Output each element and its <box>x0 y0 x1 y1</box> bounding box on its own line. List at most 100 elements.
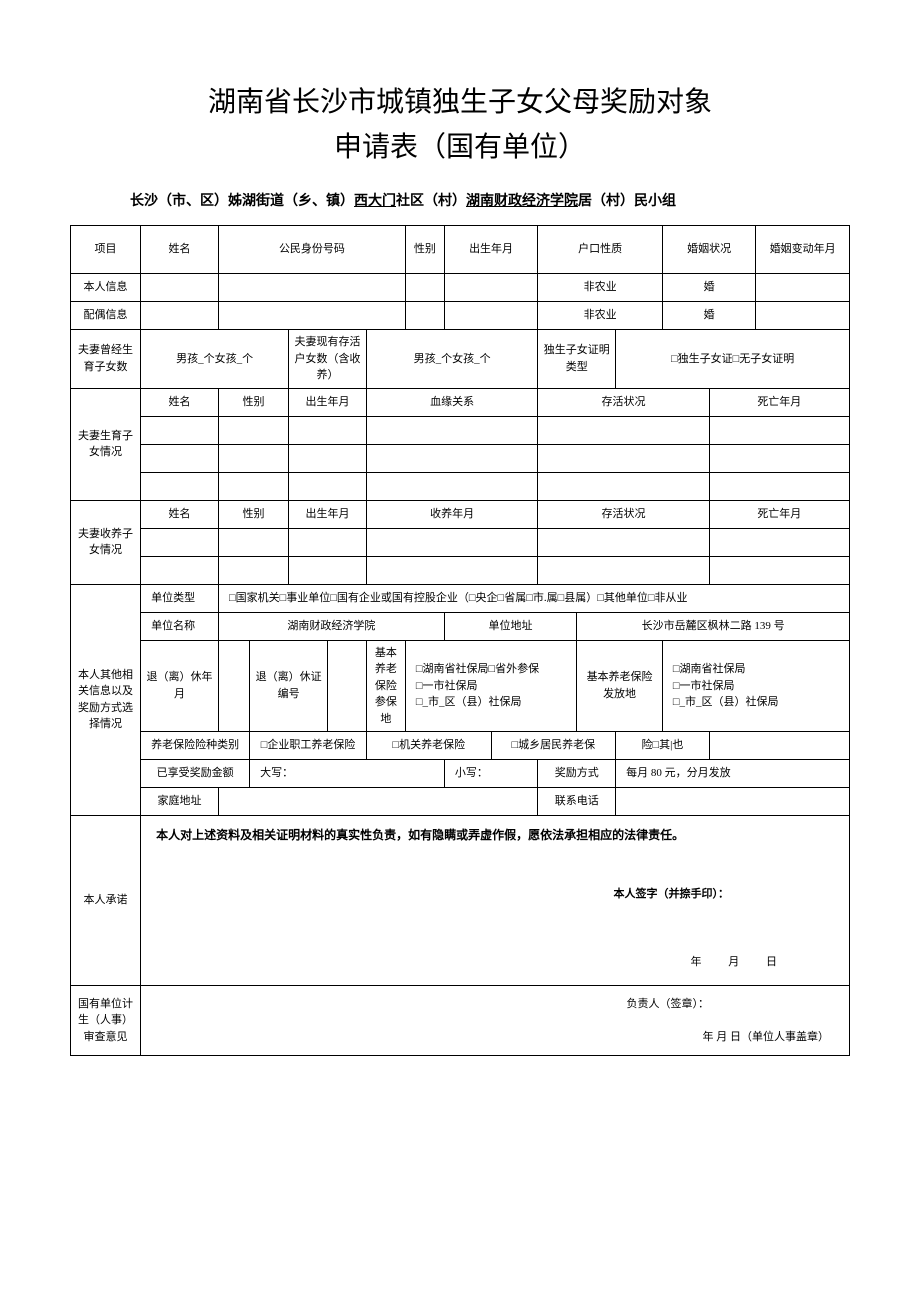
pay-loc-opts[interactable]: □湖南省社保局 □一市社保局 □_市_区（县）社保局 <box>662 640 849 732</box>
child-row[interactable] <box>366 444 537 472</box>
unit-type-opts[interactable]: □国家机关□事业单位□国有企业或国有控股企业（□央企□省属□市.属□县属）□其他… <box>218 584 849 612</box>
adopt-row[interactable] <box>366 528 537 556</box>
form-table: 项目 姓名 公民身份号码 性别 出生年月 户口性质 婚姻状况 婚姻变动年月 本人… <box>70 225 850 1056</box>
child-row[interactable] <box>141 416 219 444</box>
subhead-p2: 社区（村） <box>396 194 466 209</box>
title-line1: 湖南省长沙市城镇独生子女父母奖励对象 <box>70 80 850 120</box>
ch-gender: 性别 <box>218 388 288 416</box>
subhead-p1: 长沙（市、区）姊湖街道（乡、镇） <box>130 194 354 209</box>
unit-addr: 长沙市岳麓区枫林二路 139 号 <box>577 612 850 640</box>
ad-birth: 出生年月 <box>289 500 367 528</box>
home-addr[interactable] <box>218 788 537 816</box>
self-hukou: 非农业 <box>538 274 663 302</box>
review-sign: 负责人（签章）： <box>627 996 710 1013</box>
spouse-name[interactable] <box>141 302 219 330</box>
adopt-row[interactable] <box>366 556 537 584</box>
child-row[interactable] <box>538 416 709 444</box>
adopt-row[interactable] <box>709 528 849 556</box>
phone[interactable] <box>616 788 850 816</box>
adopt-row[interactable] <box>289 528 367 556</box>
retire-no[interactable] <box>328 640 367 732</box>
unit-type-label: 单位类型 <box>141 584 219 612</box>
spouse-birth[interactable] <box>444 302 537 330</box>
promise-sign: 本人签字（并捺手印）： <box>614 886 730 903</box>
child-row[interactable] <box>709 472 849 500</box>
child-row[interactable] <box>218 472 288 500</box>
retire-date[interactable] <box>218 640 249 732</box>
h-gender: 性别 <box>405 226 444 274</box>
child-row[interactable] <box>289 472 367 500</box>
bonus-label: 已享受奖励金额 <box>141 760 250 788</box>
unit-name: 湖南财政经济学院 <box>218 612 444 640</box>
h-marital-change: 婚姻变动年月 <box>756 226 850 274</box>
review-label: 国有单位计生（人事）审查意见 <box>71 986 141 1056</box>
births-cert-opts[interactable]: □独生子女证□无子女证明 <box>616 330 850 389</box>
ch-birth: 出生年月 <box>289 388 367 416</box>
review-date: 年 月 日（单位人事盖章） <box>703 1029 830 1046</box>
adopt-row[interactable] <box>709 556 849 584</box>
ad-death: 死亡年月 <box>709 500 849 528</box>
pay-loc-label: 基本养老保险发放地 <box>577 640 663 732</box>
home-addr-label: 家庭地址 <box>141 788 219 816</box>
child-row[interactable] <box>538 444 709 472</box>
births-label: 夫妻曾经生育子女数 <box>71 330 141 389</box>
child-row[interactable] <box>709 444 849 472</box>
adopt-row[interactable] <box>289 556 367 584</box>
h-birth: 出生年月 <box>444 226 537 274</box>
child-row[interactable] <box>141 444 219 472</box>
subhead: 长沙（市、区）姊湖街道（乡、镇）西大门社区（村）湖南财政经济学院居（村）民小组 <box>130 190 850 210</box>
bonus-method: 每月 80 元，分月发放 <box>616 760 850 788</box>
adopt-row[interactable] <box>218 528 288 556</box>
subhead-u2: 湖南财政经济学院 <box>466 194 578 209</box>
child-row[interactable] <box>366 472 537 500</box>
h-marital: 婚姻状况 <box>662 226 755 274</box>
bonus-upper[interactable]: 大写： <box>250 760 445 788</box>
adopt-row[interactable] <box>538 556 709 584</box>
child-row[interactable] <box>538 472 709 500</box>
bonus-lower[interactable]: 小写： <box>444 760 537 788</box>
self-birth[interactable] <box>444 274 537 302</box>
adopt-row[interactable] <box>141 528 219 556</box>
child-row[interactable] <box>141 472 219 500</box>
births-cert-label: 独生子女证明类型 <box>538 330 616 389</box>
self-name[interactable] <box>141 274 219 302</box>
retire-no-label: 退（离）休证编号 <box>250 640 328 732</box>
births-alive-count: 男孩_个女孩_个 <box>366 330 537 389</box>
insure-loc-label: 基本养老保险参保地 <box>366 640 405 732</box>
self-id[interactable] <box>218 274 405 302</box>
ins-opt4[interactable]: 险□其|也 <box>616 732 709 760</box>
insure-loc-opts[interactable]: □湖南省社保局□省外参保 □一市社保局 □_市_区（县）社保局 <box>405 640 576 732</box>
bonus-method-label: 奖励方式 <box>538 760 616 788</box>
child-row[interactable] <box>218 416 288 444</box>
self-gender[interactable] <box>405 274 444 302</box>
spouse-id[interactable] <box>218 302 405 330</box>
spouse-hukou: 非农业 <box>538 302 663 330</box>
spouse-gender[interactable] <box>405 302 444 330</box>
child-row[interactable] <box>218 444 288 472</box>
self-marital: 婚 <box>662 274 755 302</box>
adopt-row[interactable] <box>141 556 219 584</box>
self-marital-change[interactable] <box>756 274 850 302</box>
row-spouse-label: 配偶信息 <box>71 302 141 330</box>
promise-label: 本人承诺 <box>71 816 141 986</box>
ad-gender: 性别 <box>218 500 288 528</box>
child-row[interactable] <box>366 416 537 444</box>
promise-date: 年 月 日 <box>691 954 790 971</box>
ins-opt-blank[interactable] <box>709 732 849 760</box>
child-row[interactable] <box>289 444 367 472</box>
child-row[interactable] <box>709 416 849 444</box>
births-count: 男孩_个女孩_个 <box>141 330 289 389</box>
row-self-label: 本人信息 <box>71 274 141 302</box>
ins-opt1[interactable]: □企业职工养老保险 <box>250 732 367 760</box>
births-alive-label: 夫妻现有存活户女数（含收养） <box>289 330 367 389</box>
ad-alive: 存活状况 <box>538 500 709 528</box>
ins-opt3[interactable]: □城乡居民养老保 <box>491 732 616 760</box>
ins-opt2[interactable]: □机关养老保险 <box>366 732 491 760</box>
spouse-marital-change[interactable] <box>756 302 850 330</box>
ad-adopt: 收养年月 <box>366 500 537 528</box>
adopt-row[interactable] <box>538 528 709 556</box>
ch-blood: 血缘关系 <box>366 388 537 416</box>
adopt-row[interactable] <box>218 556 288 584</box>
retire-date-label: 退（离）休年月 <box>141 640 219 732</box>
child-row[interactable] <box>289 416 367 444</box>
